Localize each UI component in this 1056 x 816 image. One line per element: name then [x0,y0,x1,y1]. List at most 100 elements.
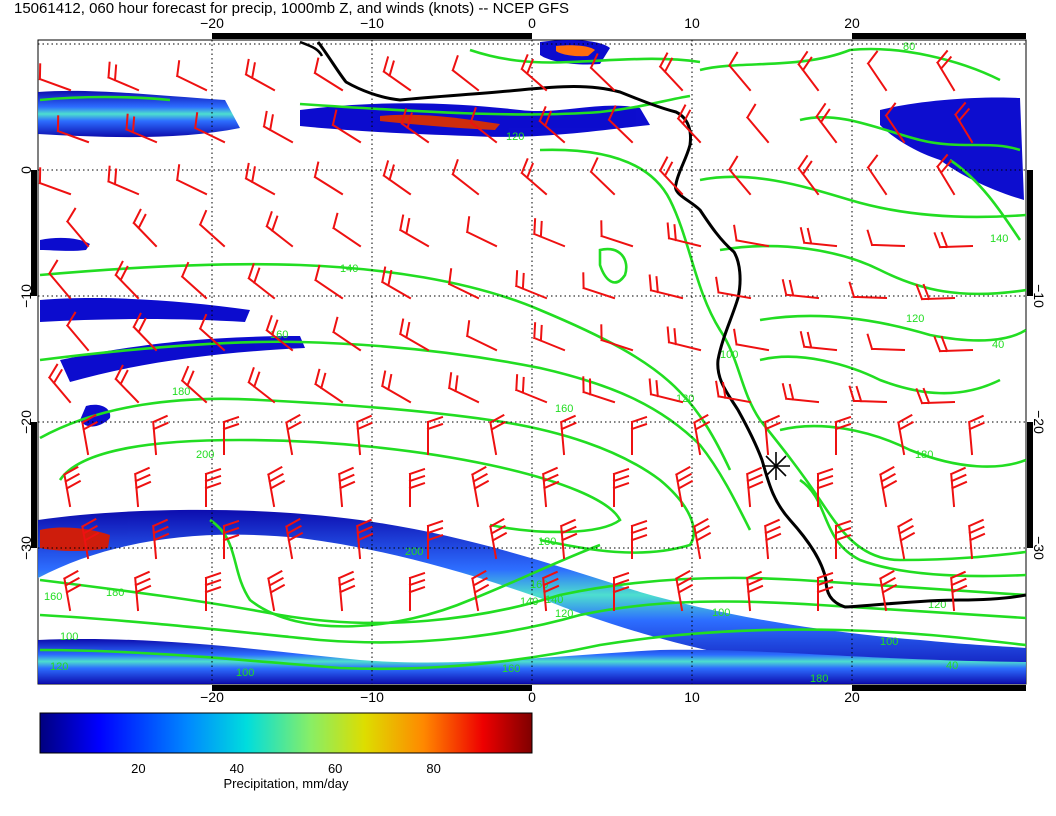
contour-line [299,94,691,116]
contour-label: 140 [520,596,538,608]
wind-barb [799,331,838,352]
contour-line [39,95,171,102]
wind-barb [151,414,169,456]
wind-barb [380,266,412,300]
wind-barb [866,229,906,248]
wind-barb [607,105,634,144]
lon-tick-label: −20 [200,689,224,705]
contour-line [58,438,622,534]
wind-barb [733,224,770,248]
contour-label: 180 [106,587,124,599]
precip-scatter-midwest [40,298,250,322]
precip-scatter-east [880,97,1024,200]
wind-barb [693,413,710,456]
wind-barb [222,519,240,559]
contour-label: 140 [545,594,563,606]
wind-barb [465,320,498,352]
wind-barb [426,415,444,455]
wind-barb [400,108,430,144]
wind-barb [520,157,548,196]
contour-label: 160 [502,663,520,675]
wind-barb [56,115,90,144]
wind-barb [866,154,888,196]
wind-barb [38,167,72,196]
wind-barb [489,413,506,456]
wind-barb [447,268,480,300]
wind-barb [514,270,548,300]
wind-barb [559,518,578,560]
wind-barb [38,63,72,92]
wind-barb [265,315,294,352]
wind-barb [816,571,834,611]
wind-barb [933,231,974,249]
lon-tick-label: 20 [844,15,860,31]
wind-barb [520,53,548,92]
wind-barb [745,570,764,612]
wind-barb [514,374,548,404]
wind-barb [658,156,684,196]
contour-label: 100 [712,607,730,619]
wind-barb [47,363,72,404]
wind-barb [675,465,694,508]
wind-barb [936,49,956,92]
wind-barb [816,467,834,507]
wind-barb [180,261,208,300]
wind-barb [582,376,616,404]
contour-label: 160 [270,329,288,341]
colorbar-tick-label: 20 [131,761,145,776]
wind-barb [81,517,100,560]
wind-barb [265,211,294,248]
contour-label: 120 [506,131,524,143]
lat-tick-label: −30 [18,536,34,560]
coastline-north [299,40,324,57]
wind-barb [733,328,770,352]
wind-barb [332,316,362,352]
wind-barb [967,518,986,560]
lon-tick-label: 20 [844,689,860,705]
wind-barb [107,165,140,196]
wind-barb [337,570,356,612]
lon-tick-label: −20 [200,15,224,31]
wind-barb [198,209,226,248]
wind-barb [198,313,226,352]
contour-line [759,355,1001,395]
contour-label: 140 [340,263,358,275]
contour-label: 180 [810,673,828,685]
contour-line [539,148,1026,562]
lon-tick-label: 10 [684,15,700,31]
wind-barb [489,517,508,560]
wind-barb [763,518,782,560]
wind-barb [693,517,712,560]
contour-line [39,628,1026,671]
right-axis-labels: −10 −20 −30 [1031,284,1047,560]
wind-barb [541,570,560,612]
wind-barb [541,466,560,508]
wind-barb [915,283,956,301]
wind-barb [244,162,276,196]
wind-barb [313,57,344,92]
contour-line [699,175,1026,219]
wind-barb [797,154,820,196]
plot-area: 80 120 140 160 180 200 160 180 200 120 1… [38,40,1026,685]
contour-line [799,116,1021,152]
wind-barb [408,571,426,611]
wind-barb [355,414,373,456]
top-axis-labels: −20 −10 0 10 20 [200,15,860,31]
wind-barb [866,333,906,352]
wind-barb [797,50,820,92]
wind-barb [848,385,888,404]
contour-label: 200 [196,449,214,461]
contour-line [779,424,1026,468]
wind-barb [65,207,90,248]
wind-barb [897,517,916,560]
wind-barb [151,518,170,560]
wind-barb [447,372,480,404]
wind-barb [676,104,702,144]
wind-barb [204,571,222,611]
wind-barb [332,212,362,248]
precip-scatter-west4 [40,237,90,251]
wind-barb [331,109,362,144]
contour-label: 40 [992,339,1004,351]
colorbar-tick-label: 80 [426,761,440,776]
colorbar-ticks: 20 40 60 80 [131,761,441,776]
